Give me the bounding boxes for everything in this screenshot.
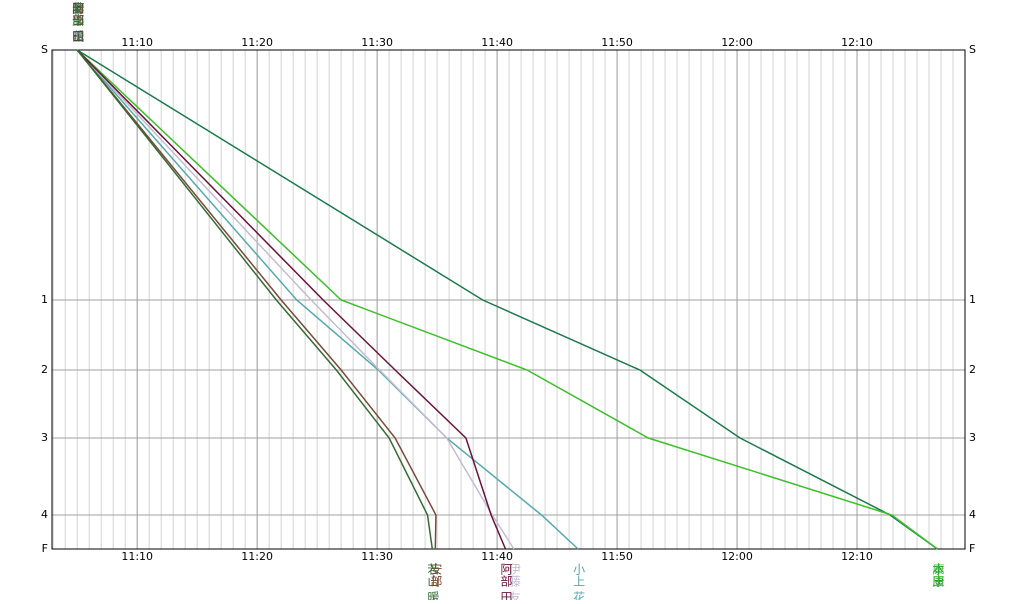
series-line	[76, 49, 938, 550]
y-tick-label: 1	[41, 293, 48, 306]
y-tick-label: 2	[969, 363, 976, 376]
series-label: 安部	[429, 562, 443, 587]
series-label: 康田	[931, 562, 945, 587]
series-line	[76, 49, 437, 550]
x-tick-label: 11:50	[601, 36, 633, 49]
x-tick-label: 11:20	[241, 36, 273, 49]
series-line	[76, 49, 434, 550]
series-label: 本康	[71, 2, 85, 26]
series-label: 若山 暖	[71, 2, 85, 43]
x-tick-label: 12:00	[721, 550, 753, 563]
series-label: 小上 花	[71, 2, 85, 43]
y-tick-label: F	[42, 542, 48, 555]
series-label: 若山 暖	[426, 563, 440, 600]
x-tick-label: 12:00	[721, 36, 753, 49]
series-line	[76, 49, 515, 550]
series-label: 伊藤 友	[507, 563, 521, 600]
series-label: 阿部 田	[499, 563, 513, 600]
series-label: 安部	[71, 1, 85, 26]
series-label: 康田	[71, 1, 85, 26]
x-tick-label: 11:40	[481, 550, 513, 563]
series-label: 本康	[931, 563, 945, 587]
y-tick-label: 3	[41, 431, 48, 444]
x-tick-label: 11:30	[361, 36, 393, 49]
y-tick-label: 4	[969, 508, 976, 521]
x-tick-label: 12:10	[841, 550, 873, 563]
series-line	[76, 49, 507, 550]
y-tick-label: 2	[41, 363, 48, 376]
x-tick-label: 11:40	[481, 36, 513, 49]
x-tick-label: 11:10	[121, 550, 153, 563]
y-tick-label: 4	[41, 508, 48, 521]
y-tick-label: S	[969, 43, 976, 56]
series-label: 阿部 田	[71, 2, 85, 42]
y-tick-label: F	[969, 542, 975, 555]
x-tick-label: 11:30	[361, 550, 393, 563]
series-label: 小上 花	[572, 563, 586, 600]
y-tick-label: 3	[969, 431, 976, 444]
x-tick-label: 12:10	[841, 36, 873, 49]
x-tick-label: 11:50	[601, 550, 633, 563]
series-line	[76, 49, 938, 550]
y-tick-label: S	[41, 43, 48, 56]
y-tick-label: 1	[969, 293, 976, 306]
plot-frame	[51, 49, 966, 550]
x-tick-label: 11:20	[241, 550, 273, 563]
series-label: 伊藤 友	[71, 2, 85, 42]
x-tick-label: 11:10	[121, 36, 153, 49]
